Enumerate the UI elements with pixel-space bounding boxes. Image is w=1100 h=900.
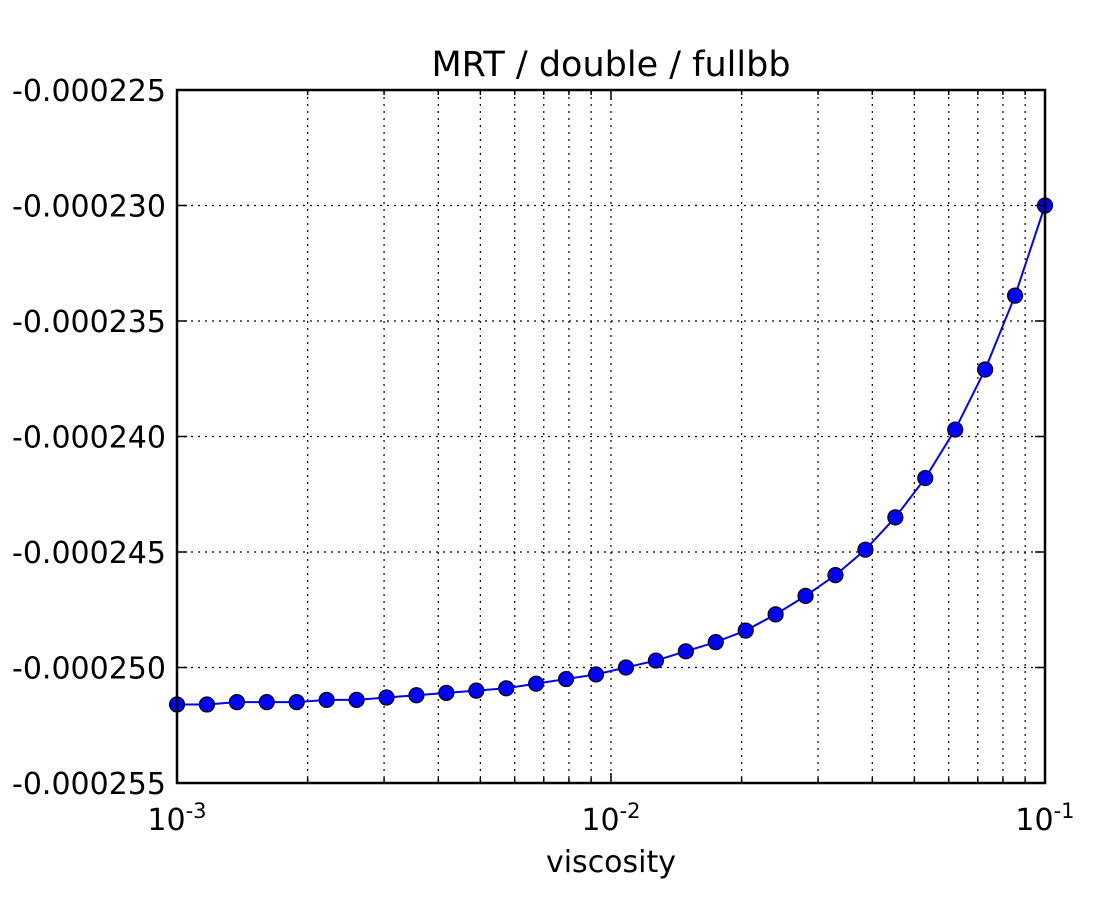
data-point [797, 587, 814, 604]
x-axis-label: viscosity [546, 845, 676, 880]
data-point [498, 680, 515, 697]
x-tick-label: 10-1 [1015, 799, 1074, 838]
ticks [176, 89, 1046, 784]
data-point [438, 684, 455, 702]
data-point [677, 643, 694, 660]
data-point [557, 670, 575, 688]
data-point [647, 652, 665, 669]
data-point [318, 691, 335, 708]
grid [177, 90, 1045, 783]
y-tick-label: -0.000235 [12, 305, 166, 340]
data-point [977, 361, 994, 378]
data-point [917, 469, 934, 487]
tick-labels: 10-3 10-2 10-1 -0.000225 -0.000230 -0.000235 -… [12, 74, 1075, 838]
data-point [887, 509, 904, 526]
data-point [528, 675, 545, 692]
y-tick-label: -0.000225 [12, 74, 166, 109]
chart-title: MRT / double / fullbb [431, 45, 790, 85]
y-tick-label: -0.000250 [12, 652, 166, 687]
data-point [468, 682, 485, 699]
y-tick-label: -0.000255 [12, 767, 166, 802]
x-tick-label: 10-3 [147, 799, 206, 838]
y-tick-label: -0.000230 [12, 190, 166, 225]
data-point [198, 696, 216, 713]
y-tick-label: -0.000245 [12, 536, 166, 571]
data-point [707, 633, 724, 651]
data-point [617, 659, 635, 676]
data-point [947, 421, 964, 438]
x-tick-label: 10-2 [581, 799, 640, 838]
data-point [827, 566, 844, 584]
data-point [288, 694, 305, 711]
data-point [587, 666, 605, 683]
y-tick-label: -0.000240 [12, 421, 166, 456]
data-point [258, 694, 275, 711]
series-layer [168, 197, 1054, 713]
data-point [737, 622, 754, 639]
data-point [408, 687, 425, 704]
data-point [767, 606, 784, 623]
data-point [1006, 287, 1024, 304]
data-point [228, 694, 245, 711]
data-point [857, 541, 874, 558]
data-point [378, 689, 395, 706]
data-point [348, 691, 365, 708]
